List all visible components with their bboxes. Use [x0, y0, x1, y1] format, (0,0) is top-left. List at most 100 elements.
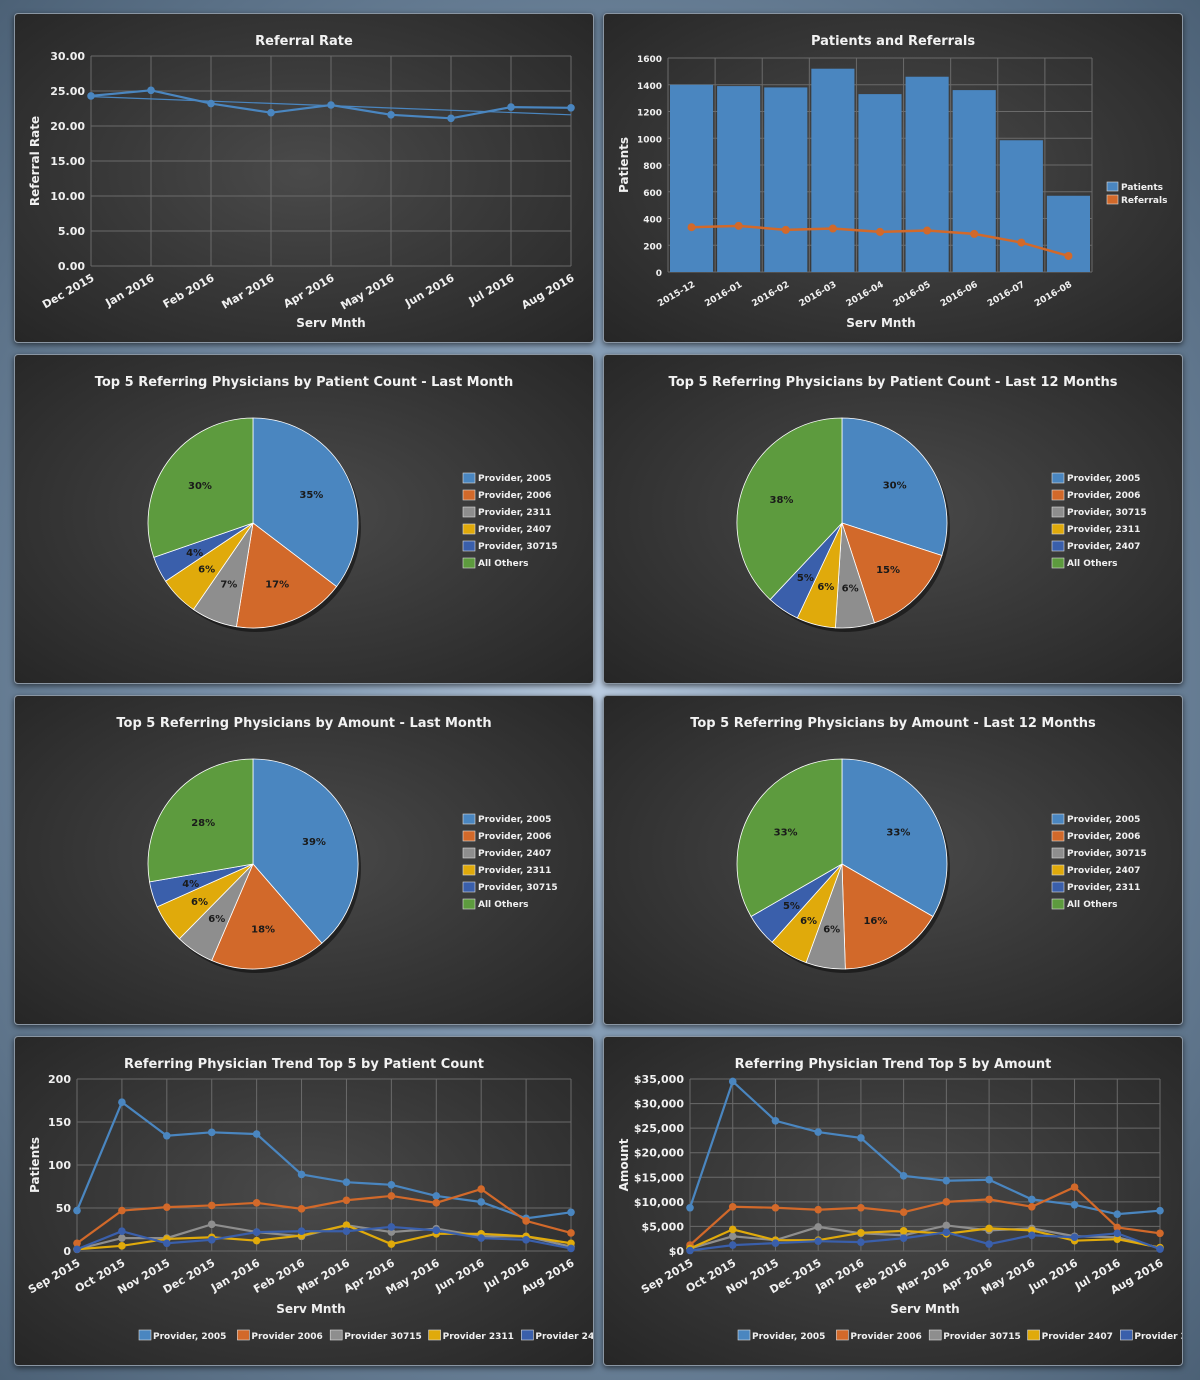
slice-value-label: 6% — [823, 924, 840, 935]
series-4-point — [387, 1223, 396, 1231]
y-tick-label: 1000 — [637, 135, 662, 145]
slice-value-label: 38% — [770, 495, 794, 506]
series-1-line — [76, 1187, 572, 1245]
x-tick-label: Feb 2016 — [161, 271, 217, 311]
slice-value-label: 18% — [251, 924, 275, 935]
slice-value-label: 30% — [883, 481, 907, 492]
x-axis-label: Serv Mnth — [296, 316, 365, 330]
pie-slice — [235, 522, 338, 629]
slice-value-label: 5% — [797, 573, 814, 584]
series-4-point — [567, 1244, 575, 1253]
legend-label: Provider, 2311 — [1067, 883, 1140, 893]
legend-swatch — [462, 813, 476, 825]
series-2-point — [207, 1220, 216, 1229]
pie-slice — [147, 417, 254, 558]
y-tick-label: 1600 — [637, 55, 662, 65]
series-0-point — [477, 1198, 485, 1206]
referrals-point — [687, 223, 696, 232]
x-axis-label: Serv Mnth — [890, 1302, 959, 1316]
x-tick-label: Jul 2016 — [466, 271, 517, 308]
y-tick-label: 200 — [48, 1073, 71, 1086]
legend-label: Provider, 2407 — [1067, 866, 1140, 876]
series-1-point — [73, 1239, 81, 1248]
patients-bar — [717, 86, 761, 273]
legend-label: Provider 30715 — [943, 1332, 1021, 1342]
series-4-point — [899, 1234, 908, 1243]
y-axis-label: Amount — [617, 1138, 631, 1191]
legend-swatch — [138, 1329, 152, 1341]
y-tick-label: 200 — [643, 242, 662, 252]
slice-value-label: 5% — [783, 901, 800, 912]
series-0-point — [567, 1208, 575, 1217]
pie-slice — [841, 863, 934, 970]
legend-label: Provider, 2311 — [1067, 525, 1140, 535]
pie-slice — [211, 863, 323, 970]
series-4-point — [1028, 1231, 1036, 1240]
series-4-point — [118, 1227, 126, 1236]
series-1-point — [857, 1203, 865, 1212]
series-0-point — [728, 1077, 737, 1086]
slice-value-label: 6% — [800, 916, 817, 927]
pie-count-12m-panel: Top 5 Referring Physicians by Patient Co… — [603, 354, 1183, 684]
series-1-point — [1113, 1223, 1122, 1232]
pie-slice — [736, 758, 843, 918]
slice-value-label: 6% — [842, 584, 859, 595]
legend-swatch — [1051, 489, 1065, 501]
legend-label: Provider, 2005 — [1067, 815, 1140, 825]
pie-amount-12m-panel: Top 5 Referring Physicians by Amount - L… — [603, 695, 1183, 1025]
pie-amount-month-chart: Top 5 Referring Physicians by Amount - L… — [116, 716, 558, 973]
series-3-point — [387, 1240, 396, 1248]
legend-label: Provider, 2005 — [1067, 474, 1140, 484]
series-4-point — [1070, 1233, 1079, 1242]
referral-rate-point — [327, 101, 335, 109]
referral-rate-point — [567, 104, 575, 112]
y-tick-label: $10,000 — [634, 1196, 684, 1209]
y-tick-label: 0 — [63, 1245, 71, 1258]
y-tick-label: $15,000 — [634, 1171, 684, 1184]
x-tick-label: Dec 2015 — [161, 1256, 217, 1296]
series-4-point — [207, 1236, 216, 1244]
legend-swatch — [462, 847, 476, 859]
pie-slice — [841, 758, 948, 918]
slice-value-label: 17% — [265, 579, 289, 590]
x-tick-label: Jan 2016 — [103, 271, 157, 310]
legend-swatch — [237, 1329, 250, 1341]
series-3-point — [118, 1242, 126, 1250]
series-1-point — [814, 1205, 822, 1214]
series-4-point — [686, 1246, 694, 1255]
legend-swatch — [462, 557, 476, 569]
referral-rate-point — [447, 114, 455, 123]
legend-label: Provider, 2006 — [478, 832, 551, 842]
legend-swatch — [462, 489, 476, 501]
legend-swatch — [1051, 540, 1065, 552]
series-4-point — [857, 1238, 865, 1246]
legend-label: Referrals — [1121, 196, 1167, 206]
legend-swatch — [1051, 506, 1065, 518]
patients-referrals-chart: Patients and Referrals 0 200 400 600 800 1000 1… — [617, 34, 1167, 330]
legend-swatch — [1051, 830, 1065, 842]
legend-swatch — [1051, 813, 1065, 825]
y-tick-label: 100 — [48, 1159, 71, 1172]
slice-value-label: 33% — [774, 827, 798, 838]
series-4-point — [1156, 1245, 1164, 1253]
slice-value-label: 35% — [299, 490, 323, 501]
x-tick-label: Aug 2016 — [519, 271, 577, 312]
x-tick-label: 2015-12 — [656, 280, 697, 309]
y-tick-label: 50 — [56, 1202, 72, 1215]
chart-title: Top 5 Referring Physicians by Amount - L… — [690, 716, 1096, 731]
referral-rate-chart: Referral Rate 0.00 5.00 10.00 15.00 20.00 25.0… — [28, 34, 577, 330]
y-tick-label: 0.00 — [58, 260, 85, 273]
patients-bar — [999, 140, 1043, 272]
series-4-point — [432, 1226, 441, 1235]
legend-swatch — [462, 830, 476, 842]
series-4-point — [252, 1228, 261, 1236]
referrals-point — [734, 221, 743, 230]
series-2-line — [76, 1223, 572, 1251]
pie-count-month-panel: Top 5 Referring Physicians by Patient Co… — [14, 354, 594, 684]
series-0-point — [899, 1172, 908, 1180]
series-1-point — [163, 1203, 171, 1211]
referral-rate-point — [147, 86, 155, 95]
y-tick-label: 25.00 — [50, 85, 85, 98]
series-1-point — [567, 1229, 575, 1237]
legend-label: Provider, 30715 — [478, 542, 558, 552]
